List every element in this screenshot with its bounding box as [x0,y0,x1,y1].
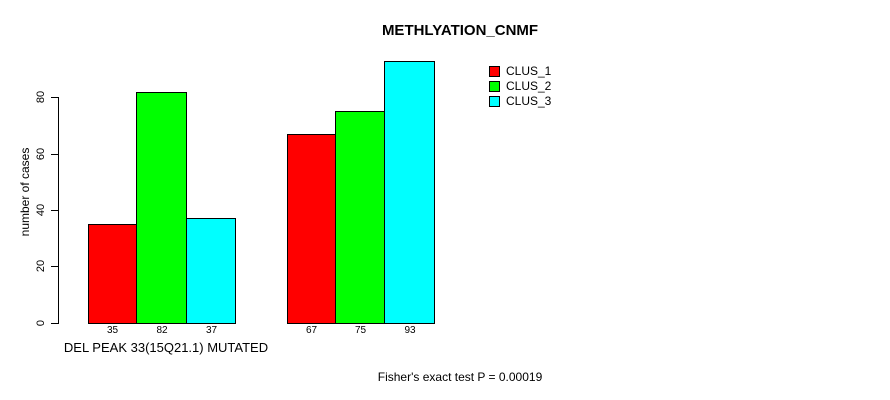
legend-swatch-clus_2 [489,81,500,92]
fisher-test-caption: Fisher's exact test P = 0.00019 [377,370,543,384]
y-axis-title: number of cases [18,147,32,237]
y-tick-label-40: 40 [35,203,47,217]
bar-value-label: 82 [156,325,168,336]
y-tick-label-80: 80 [35,90,47,104]
bar-value-label: 75 [354,325,367,336]
legend-label: CLUS_2 [506,79,552,93]
legend-item-clus_2: CLUS_2 [489,79,551,94]
bar-value-label: 35 [106,325,119,336]
bar-clus_2-group2 [335,111,385,324]
legend-item-clus_3: CLUS_3 [489,94,551,109]
chart-title: METHLYATION_CNMF [381,22,539,39]
bar-clus_3-group2 [384,61,435,324]
y-tick-0 [51,323,59,324]
legend-swatch-clus_3 [489,96,500,107]
bar-clus_2-group1 [136,92,187,324]
bar-clus_1-group2 [287,134,336,324]
y-tick-80 [51,97,59,98]
bar-value-label: 37 [205,325,218,336]
legend-swatch-clus_1 [489,66,500,77]
y-tick-label-20: 20 [35,259,47,273]
y-tick-20 [51,266,59,267]
legend: CLUS_1 CLUS_2 CLUS_3 [489,64,551,109]
x-axis-group-label: DEL PEAK 33(15Q21.1) MUTATED [63,340,269,355]
legend-label: CLUS_1 [506,64,552,78]
bar-value-label: 93 [404,325,416,336]
y-tick-label-60: 60 [35,147,47,161]
legend-label: CLUS_3 [506,94,552,108]
legend-item-clus_1: CLUS_1 [489,64,551,79]
bar-clus_1-group1 [88,224,137,324]
bar-clus_3-group1 [186,218,236,324]
y-tick-60 [51,154,59,155]
y-tick-label-0: 0 [35,319,47,327]
bar-value-label: 67 [305,325,318,336]
y-tick-40 [51,210,59,211]
